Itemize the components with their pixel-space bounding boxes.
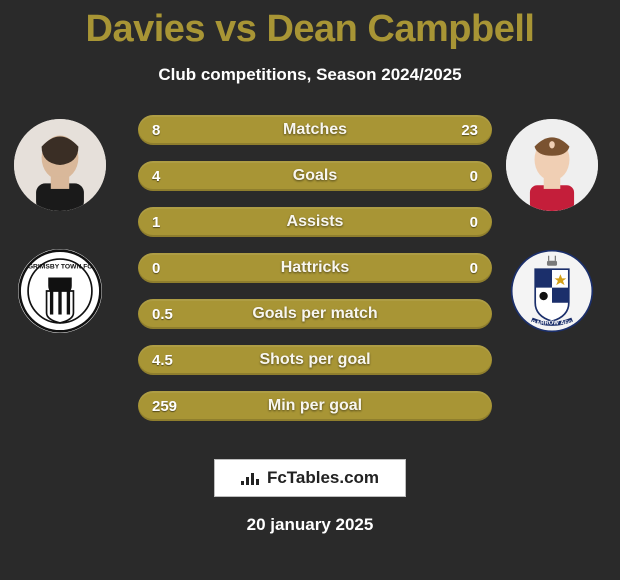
stat-label: Assists xyxy=(287,213,344,231)
stat-right-value: 23 xyxy=(461,122,478,139)
svg-text:GRIMSBY TOWN FC: GRIMSBY TOWN FC xyxy=(28,263,92,270)
stat-row-matches: 8 Matches 23 xyxy=(138,115,492,145)
date-label: 20 january 2025 xyxy=(0,515,620,535)
stat-label: Matches xyxy=(283,121,347,139)
stat-right-value: 0 xyxy=(470,260,478,277)
player-left-avatar xyxy=(14,119,106,211)
stat-row-goals-per-match: 0.5 Goals per match xyxy=(138,299,492,329)
stat-left-value: 0.5 xyxy=(152,306,173,323)
stat-left-value: 8 xyxy=(152,122,160,139)
bar-chart-icon xyxy=(241,471,259,485)
crest-icon: BARROW AFC xyxy=(510,249,594,333)
branding-label: FcTables.com xyxy=(267,468,379,488)
stat-label: Min per goal xyxy=(268,397,362,415)
stat-label: Goals per match xyxy=(252,305,377,323)
stat-row-min-per-goal: 259 Min per goal xyxy=(138,391,492,421)
player-right-avatar xyxy=(506,119,598,211)
stat-left-value: 0 xyxy=(152,260,160,277)
footer: FcTables.com 20 january 2025 xyxy=(0,459,620,535)
crest-icon: GRIMSBY TOWN FC xyxy=(18,249,102,333)
svg-text:BARROW AFC: BARROW AFC xyxy=(532,321,573,327)
person-icon xyxy=(14,119,106,211)
stat-row-hattricks: 0 Hattricks 0 xyxy=(138,253,492,283)
stat-label: Shots per goal xyxy=(259,351,370,369)
stat-left-value: 4 xyxy=(152,168,160,185)
stat-left-value: 259 xyxy=(152,398,177,415)
stat-right-value: 0 xyxy=(470,214,478,231)
club-left-badge: GRIMSBY TOWN FC xyxy=(18,249,102,333)
branding-box: FcTables.com xyxy=(214,459,406,497)
stat-bars: 8 Matches 23 4 Goals 0 1 Assists 0 0 Hat… xyxy=(138,115,492,437)
stat-row-goals: 4 Goals 0 xyxy=(138,161,492,191)
comparison-area: GRIMSBY TOWN FC BARROW AFC 8 xyxy=(0,115,620,455)
stat-label: Goals xyxy=(293,167,337,185)
stat-row-assists: 1 Assists 0 xyxy=(138,207,492,237)
stat-left-value: 4.5 xyxy=(152,352,173,369)
club-right-badge: BARROW AFC xyxy=(510,249,594,333)
page-title: Davies vs Dean Campbell xyxy=(0,0,620,51)
subtitle: Club competitions, Season 2024/2025 xyxy=(0,65,620,85)
stat-row-shots-per-goal: 4.5 Shots per goal xyxy=(138,345,492,375)
stat-label: Hattricks xyxy=(281,259,349,277)
stat-left-value: 1 xyxy=(152,214,160,231)
person-icon xyxy=(506,119,598,211)
stat-right-value: 0 xyxy=(470,168,478,185)
